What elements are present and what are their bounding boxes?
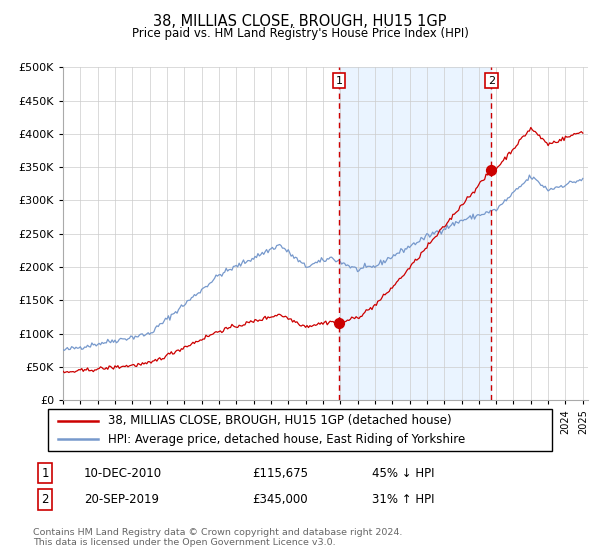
- Point: [487, 166, 496, 175]
- Text: Price paid vs. HM Land Registry's House Price Index (HPI): Price paid vs. HM Land Registry's House …: [131, 27, 469, 40]
- Text: 31% ↑ HPI: 31% ↑ HPI: [372, 493, 434, 506]
- Text: 20-SEP-2019: 20-SEP-2019: [84, 493, 159, 506]
- Text: 2: 2: [488, 76, 495, 86]
- Text: £345,000: £345,000: [252, 493, 308, 506]
- Text: 38, MILLIAS CLOSE, BROUGH, HU15 1GP: 38, MILLIAS CLOSE, BROUGH, HU15 1GP: [153, 14, 447, 29]
- Text: HPI: Average price, detached house, East Riding of Yorkshire: HPI: Average price, detached house, East…: [109, 432, 466, 446]
- Text: 10-DEC-2010: 10-DEC-2010: [84, 466, 162, 480]
- Text: 1: 1: [41, 466, 49, 480]
- FancyBboxPatch shape: [48, 409, 552, 451]
- Text: 45% ↓ HPI: 45% ↓ HPI: [372, 466, 434, 480]
- Bar: [339, 67, 491, 400]
- Text: 1: 1: [335, 76, 343, 86]
- Point: [334, 319, 344, 328]
- Text: 2: 2: [41, 493, 49, 506]
- Text: £115,675: £115,675: [252, 466, 308, 480]
- Text: Contains HM Land Registry data © Crown copyright and database right 2024.
This d: Contains HM Land Registry data © Crown c…: [33, 528, 403, 547]
- Text: 38, MILLIAS CLOSE, BROUGH, HU15 1GP (detached house): 38, MILLIAS CLOSE, BROUGH, HU15 1GP (det…: [109, 414, 452, 427]
